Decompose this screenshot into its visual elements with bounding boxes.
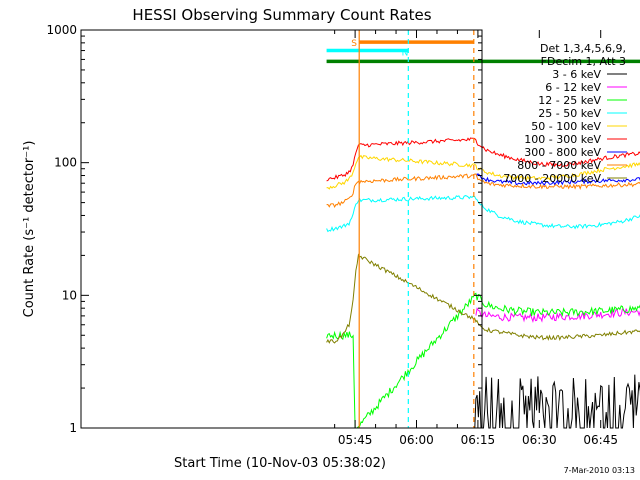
legend-label: 50 - 100 keV: [531, 120, 601, 133]
plot-frame: [80, 29, 483, 429]
flag-label-n: N: [402, 49, 409, 59]
legend-label: 25 - 50 keV: [538, 107, 601, 120]
legend-label: 3 - 6 keV: [552, 68, 601, 81]
legend-label: 12 - 25 keV: [538, 94, 601, 107]
series-line-100-300-kev: [326, 137, 640, 182]
chart-title: HESSI Observing Summary Count Rates: [132, 6, 431, 24]
legend-label: 300 - 800 keV: [524, 146, 601, 159]
legend-label: 100 - 300 keV: [524, 133, 601, 146]
axis-ticks: [81, 29, 602, 429]
series-line-7000-20000-kev: [326, 253, 640, 344]
timestamp: 7-Mar-2010 03:13: [564, 466, 635, 475]
series-line-25-50-kev: [326, 195, 640, 233]
legend-header-line-2: FDecim 1, Att 3: [541, 55, 626, 68]
plot-flags: SNRD0RD6: [326, 39, 640, 64]
x-tick-label: 06:00: [399, 433, 434, 447]
series-line-12-25-kev: [326, 292, 640, 429]
flag-label-s: S: [351, 39, 357, 49]
x-tick-label: 06:45: [583, 433, 618, 447]
series-line-800-7000-kev: [326, 173, 640, 208]
legend-label: 800 - 7000 keV: [517, 159, 601, 172]
y-axis-label: Count Rate (s⁻¹ detector⁻¹): [22, 141, 37, 318]
plot-series: [326, 137, 640, 429]
y-tick-labels: 1 10 100 1000: [46, 23, 77, 435]
y-tick-label: 1: [69, 421, 77, 435]
x-tick-label: 06:30: [522, 433, 557, 447]
x-tick-label: 05:45: [338, 433, 373, 447]
y-tick-label: 1000: [46, 23, 77, 37]
legend-label: 7000 - 20000 keV: [503, 172, 601, 185]
x-tick-label: 06:15: [461, 433, 496, 447]
legend-header-line-1: Det 1,3,4,5,6,9,: [540, 42, 626, 55]
series-line-6-12-kev: [475, 307, 640, 323]
y-tick-label: 100: [54, 156, 77, 170]
y-tick-label: 10: [62, 288, 77, 302]
legend-label: 6 - 12 keV: [545, 81, 601, 94]
series-line-3-6-kev: [473, 374, 640, 429]
legend: Det 1,3,4,5,6,9, FDecim 1, Att 3 3 - 6 k…: [503, 42, 627, 185]
series-line-50-100-kev: [326, 154, 640, 190]
plot-vlines: [358, 30, 475, 428]
x-axis-label: Start Time (10-Nov-03 05:38:02): [174, 456, 386, 471]
series-line-300-800-kev: [475, 173, 640, 186]
